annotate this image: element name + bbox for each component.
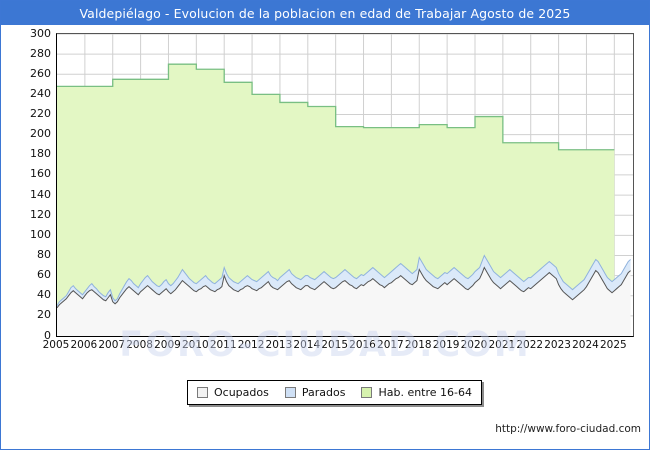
x-tick-label: 2010 <box>181 339 209 351</box>
y-tick-label: 220 <box>30 107 51 121</box>
x-tick-label: 2013 <box>265 339 293 351</box>
y-tick-label: 20 <box>37 308 51 322</box>
y-tick-label: 240 <box>30 86 51 100</box>
x-tick-label: 2023 <box>544 339 571 351</box>
y-tick-label: 40 <box>37 288 51 302</box>
chart-svg <box>57 34 633 336</box>
plot-area <box>56 33 634 337</box>
legend-label-habitantes: Hab. entre 16-64 <box>378 386 473 399</box>
x-tick-label: 2016 <box>349 339 376 351</box>
y-tick-label: 80 <box>37 247 51 261</box>
y-tick-label: 140 <box>30 187 51 201</box>
x-tick-label: 2020 <box>460 339 488 351</box>
chart-legend: Ocupados Parados Hab. entre 16-64 <box>187 380 483 405</box>
x-tick-label: 2021 <box>488 339 516 351</box>
series-line-habitantes <box>57 63 615 151</box>
x-tick-label: 2009 <box>154 339 181 351</box>
series-line-ocupados <box>57 266 631 309</box>
x-tick-label: 2007 <box>98 339 126 351</box>
y-tick-label: 280 <box>30 46 51 60</box>
legend-item-habitantes[interactable]: Hab. entre 16-64 <box>361 386 472 399</box>
source-url: http://www.foro-ciudad.com <box>495 423 641 435</box>
legend-swatch-parados <box>284 387 296 398</box>
x-axis-labels: 2005 2006 2007 2008 2009 2010 2011 2012 2013 2014… <box>1 25 649 449</box>
x-tick-label: 2006 <box>70 339 98 351</box>
legend-label-parados: Parados <box>301 386 346 399</box>
page-title: Valdepiélago - Evolucion de la poblacion… <box>79 5 571 21</box>
y-tick-label: 160 <box>30 167 51 181</box>
x-tick-label: 2024 <box>572 339 599 351</box>
y-tick-label: 120 <box>30 207 51 221</box>
x-tick-label: 2012 <box>237 339 265 351</box>
x-tick-label: 2017 <box>377 339 404 351</box>
y-tick-label: 0 <box>44 328 51 342</box>
x-tick-label: 2014 <box>293 339 321 351</box>
legend-item-ocupados[interactable]: Ocupados <box>197 386 269 399</box>
series-area-habitantes <box>57 64 615 336</box>
series-area-ocupados <box>57 267 631 336</box>
y-tick-label: 300 <box>30 26 51 40</box>
y-tick-label: 260 <box>30 66 51 80</box>
x-tick-label: 2008 <box>126 339 153 351</box>
series-line-parados <box>57 254 631 307</box>
chart-canvas: 0 20 40 60 80 100 120 140 160 180 200 220 240 260 280 3… <box>1 25 649 449</box>
x-tick-label: 2011 <box>209 339 237 351</box>
y-tick-label: 60 <box>37 268 51 282</box>
legend-swatch-habitantes <box>361 387 373 398</box>
x-tick-label: 2025 <box>599 339 627 351</box>
y-tick-label: 100 <box>30 227 51 241</box>
legend-label-ocupados: Ocupados <box>214 386 269 399</box>
x-tick-label: 2019 <box>432 339 460 351</box>
window-title-bar: Valdepiélago - Evolucion de la poblacion… <box>1 1 649 25</box>
x-tick-label: 2018 <box>404 339 432 351</box>
y-tick-label: 180 <box>30 147 51 161</box>
x-tick-label: 2015 <box>321 339 349 351</box>
legend-item-parados[interactable]: Parados <box>284 386 346 399</box>
series-area-parados <box>57 255 631 308</box>
x-tick-label: 2022 <box>516 339 544 351</box>
x-tick-label: 2005 <box>42 339 70 351</box>
legend-swatch-ocupados <box>197 387 208 398</box>
y-axis-labels: 0 20 40 60 80 100 120 140 160 180 200 220 240 260 280 3… <box>1 25 51 449</box>
y-tick-label: 200 <box>30 127 51 141</box>
